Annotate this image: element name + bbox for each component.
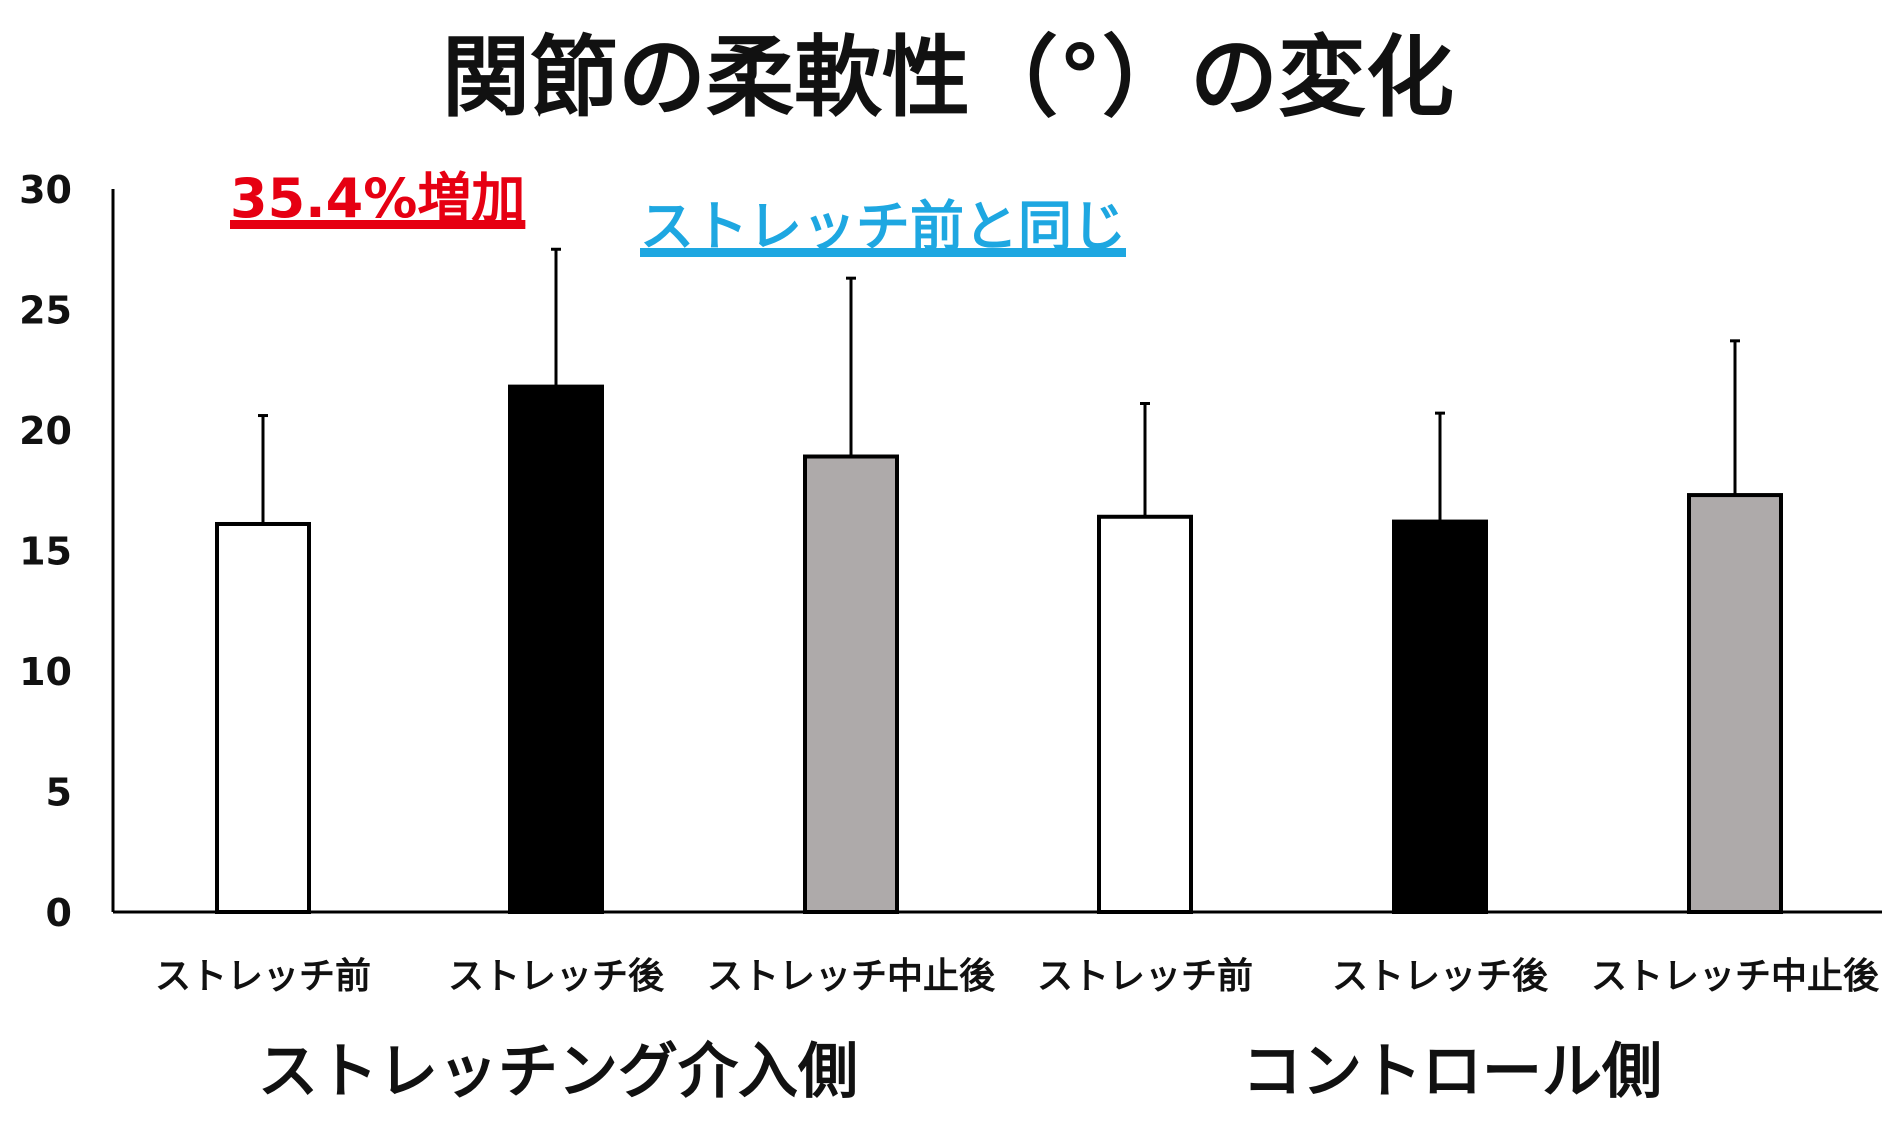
category-label: ストレッチ前	[1037, 956, 1253, 997]
annotation-label: ストレッチ前と同じ	[640, 195, 1126, 258]
category-label: ストレッチ前	[155, 956, 371, 997]
bar	[1687, 493, 1783, 914]
bar	[1392, 519, 1488, 915]
group-label: コントロール側	[1242, 1037, 1662, 1107]
bar	[508, 384, 604, 914]
bar	[1097, 514, 1193, 914]
group-label: ストレッチング介入側	[258, 1037, 858, 1107]
y-tick-label: 10	[19, 650, 72, 694]
y-tick-label: 5	[46, 771, 72, 815]
category-label: ストレッチ後	[448, 956, 665, 997]
y-tick-label: 0	[46, 891, 72, 935]
chart-title: 関節の柔軟性（°）の変化	[442, 26, 1454, 129]
bar	[803, 454, 899, 914]
bar	[215, 521, 311, 914]
y-tick-label: 15	[19, 530, 72, 574]
category-label: ストレッチ中止後	[1591, 956, 1880, 997]
y-tick-label: 20	[19, 409, 72, 453]
category-label: ストレッチ後	[1332, 956, 1549, 997]
y-tick-label: 30	[19, 168, 72, 212]
annotation-label: 35.4%増加	[230, 167, 525, 230]
y-tick-label: 25	[19, 289, 72, 333]
category-label: ストレッチ中止後	[707, 956, 996, 997]
